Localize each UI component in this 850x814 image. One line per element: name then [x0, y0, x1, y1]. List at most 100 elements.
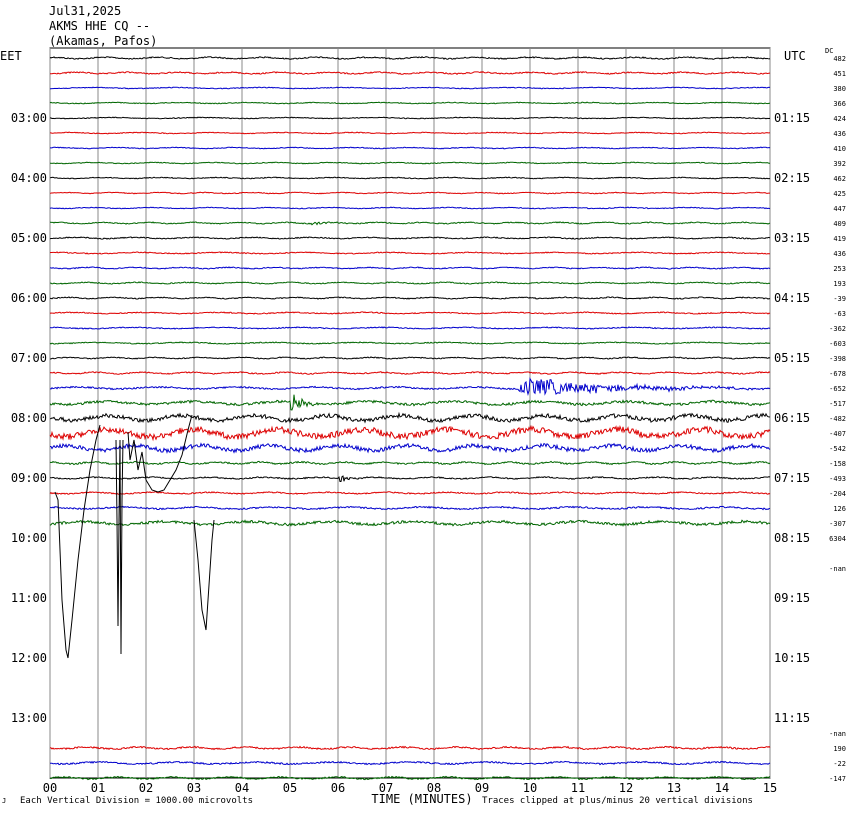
dc-offset-label: 419 [833, 235, 846, 243]
dc-offset-label: -nan [829, 565, 846, 573]
x-tick-label: 05 [283, 781, 297, 795]
dc-offset-label: 436 [833, 250, 846, 258]
trace-line-green [50, 161, 771, 165]
x-tick-label: 15 [763, 781, 777, 795]
right-timezone-label: UTC [784, 49, 806, 63]
dc-offset-label: -482 [829, 415, 846, 423]
right-time-label: 05:15 [774, 351, 810, 365]
date-label: Jul31,2025 [49, 4, 122, 18]
dc-offset-label: 462 [833, 175, 846, 183]
clip-note: Traces clipped at plus/minus 20 vertical… [482, 796, 753, 806]
x-tick-label: 03 [187, 781, 201, 795]
left-time-label: 05:00 [11, 231, 47, 245]
trace-line-black [49, 356, 771, 360]
right-time-label: 03:15 [774, 231, 810, 245]
trace-line-green [49, 341, 771, 345]
x-tick-label: 12 [619, 781, 633, 795]
right-time-label: 07:15 [774, 471, 810, 485]
dc-offset-label: 424 [833, 115, 846, 123]
trace-line-black [49, 116, 771, 120]
dc-offset-label: -407 [829, 430, 846, 438]
right-time-label: 01:15 [774, 111, 810, 125]
dc-offset-label: -22 [833, 760, 846, 768]
dc-offset-label: -39 [833, 295, 846, 303]
left-time-label: 07:00 [11, 351, 47, 365]
plot-frame [49, 47, 771, 779]
x-tick-label: 11 [571, 781, 585, 795]
scale-note: Each Vertical Division = 1000.00 microvo… [20, 796, 253, 806]
x-tick-label: 04 [235, 781, 249, 795]
clipped-event-trace [127, 414, 193, 493]
clipped-event-trace [115, 439, 124, 655]
x-tick-label: 02 [139, 781, 153, 795]
clipped-event-trace [54, 424, 101, 659]
dc-offset-label: 410 [833, 145, 846, 153]
trace-line-red [49, 191, 771, 195]
dc-offset-label: 447 [833, 205, 846, 213]
dc-offset-label: -147 [829, 775, 846, 783]
dc-offset-label: 190 [833, 745, 846, 753]
right-time-label: 11:15 [774, 711, 810, 725]
left-time-label: 08:00 [11, 411, 47, 425]
trace-line-black [50, 475, 771, 482]
left-time-label: 09:00 [11, 471, 47, 485]
trace-line-red [50, 131, 771, 135]
dc-offset-label: 6304 [829, 535, 846, 543]
trace-line-red [50, 71, 771, 75]
dc-offset-label: 409 [833, 220, 846, 228]
dc-offset-label: -517 [829, 400, 846, 408]
dc-offset-label: 193 [833, 280, 846, 288]
clipped-event-trace [193, 519, 215, 631]
dc-offset-label: 253 [833, 265, 846, 273]
right-time-label: 10:15 [774, 651, 810, 665]
dc-offset-label: 425 [833, 190, 846, 198]
trace-line-red [49, 491, 771, 495]
trace-line-green [49, 775, 771, 781]
dc-offset-label: 366 [833, 100, 846, 108]
left-time-label: 11:00 [11, 591, 47, 605]
trace-line-blue [50, 146, 771, 150]
trace-line-black [49, 176, 771, 180]
trace-line-blue [49, 326, 771, 330]
trace-line-black [49, 236, 771, 240]
x-tick-label: 08 [427, 781, 441, 795]
trace-line-green [49, 460, 771, 466]
right-time-label: 02:15 [774, 171, 810, 185]
dc-offset-label: -362 [829, 325, 846, 333]
location-label: (Akamas, Pafos) [49, 34, 158, 48]
dc-offset-label: -158 [829, 460, 846, 468]
trace-line-green [49, 221, 771, 226]
right-time-label: 04:15 [774, 291, 810, 305]
dc-offset-label: 451 [833, 70, 846, 78]
dc-offset-label: -204 [829, 490, 846, 498]
left-time-label: 12:00 [11, 651, 47, 665]
trace-line-blue [49, 86, 771, 90]
x-tick-label: 06 [331, 781, 345, 795]
dc-offset-label: 436 [833, 130, 846, 138]
x-tick-label: 13 [667, 781, 681, 795]
dc-offset-label: -603 [829, 340, 846, 348]
x-tick-label: 09 [475, 781, 489, 795]
left-time-label: 10:00 [11, 531, 47, 545]
trace-line-green [49, 519, 771, 527]
trace-line-green [49, 394, 771, 411]
dc-offset-label: -307 [829, 520, 846, 528]
trace-line-green [50, 281, 771, 285]
x-tick-label: 01 [91, 781, 105, 795]
left-timezone-label: EET [0, 49, 22, 63]
trace-line-red [49, 424, 771, 442]
dc-offset-label: 126 [833, 505, 846, 513]
trace-line-blue [50, 266, 771, 270]
right-time-label: 08:15 [774, 531, 810, 545]
trace-line-red [49, 371, 771, 375]
dc-offset-label: -493 [829, 475, 846, 483]
trace-line-blue [49, 505, 771, 511]
dc-offset-label: -398 [829, 355, 846, 363]
dc-offset-label: 380 [833, 85, 846, 93]
dc-offset-label: 392 [833, 160, 846, 168]
x-tick-label: 10 [523, 781, 537, 795]
trace-line-blue [49, 760, 771, 766]
x-tick-label: 00 [43, 781, 57, 795]
corner-mark: J [2, 797, 6, 805]
